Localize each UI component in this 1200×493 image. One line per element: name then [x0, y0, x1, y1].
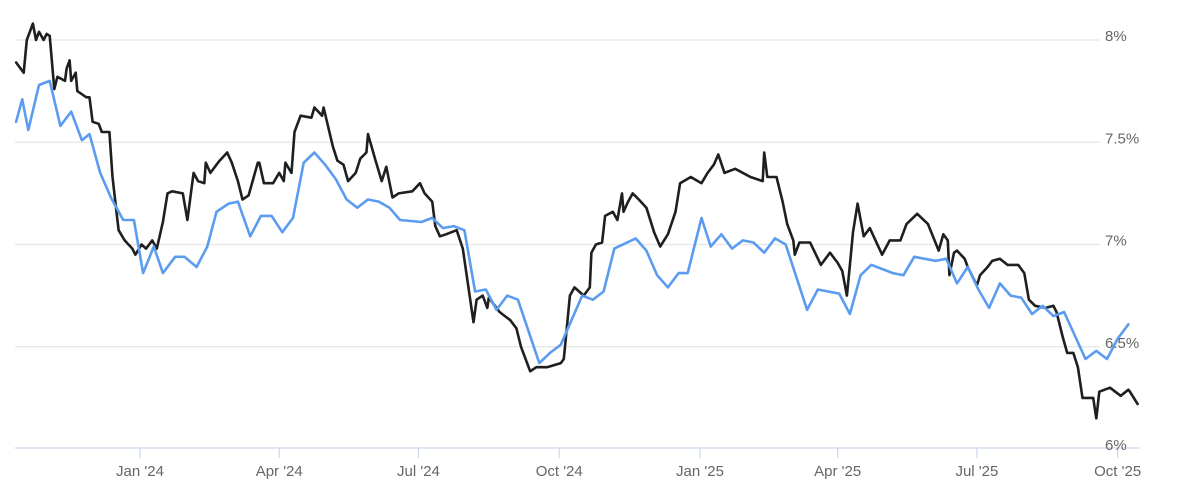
y-axis-labels: 8% 7.5% 7% 6.5% 6%: [1105, 28, 1139, 454]
x-tick-label: Jan '25: [676, 463, 724, 480]
plot-area: [14, 22, 1139, 420]
y-tick-label: 7.5%: [1105, 130, 1139, 147]
x-tick-label: Jul '25: [955, 463, 998, 480]
x-tick-label: Apr '25: [814, 463, 861, 480]
x-tick-label: Jan '24: [116, 463, 164, 480]
x-axis: [15, 447, 1140, 458]
x-tick-label: Apr '24: [256, 463, 303, 480]
y-tick-label: 6%: [1105, 437, 1127, 454]
x-tick-label: Jul '24: [397, 463, 440, 480]
x-tick-label: Oct '25: [1094, 463, 1141, 480]
y-tick-label: 6.5%: [1105, 335, 1139, 352]
y-tick-label: 8%: [1105, 28, 1127, 45]
x-axis-labels: Jan '24 Apr '24 Jul '24 Oct '24 Jan '25 Apr '…: [116, 463, 1141, 480]
series-line-blue: [14, 79, 1130, 365]
series-line-black: [14, 22, 1139, 420]
x-tick-label: Oct '24: [536, 463, 583, 480]
y-tick-label: 7%: [1105, 233, 1127, 250]
